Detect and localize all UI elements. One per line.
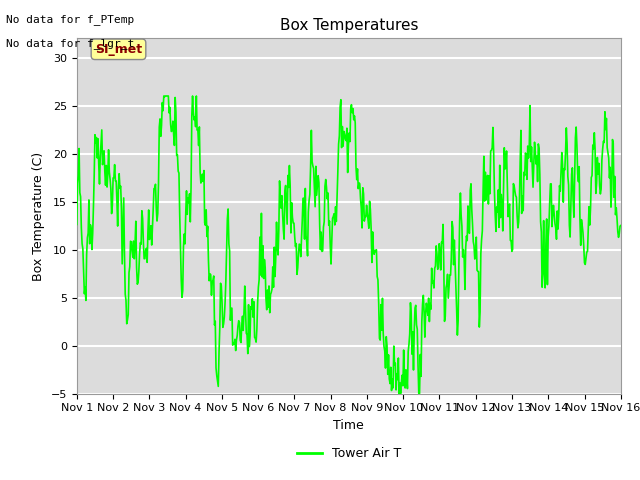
Text: SI_met: SI_met — [95, 43, 142, 56]
Title: Box Temperatures: Box Temperatures — [280, 18, 418, 33]
Legend: Tower Air T: Tower Air T — [292, 443, 406, 466]
X-axis label: Time: Time — [333, 419, 364, 432]
Y-axis label: Box Temperature (C): Box Temperature (C) — [32, 151, 45, 281]
Text: No data for f_lgr_t: No data for f_lgr_t — [6, 38, 134, 49]
Text: No data for f_PTemp: No data for f_PTemp — [6, 14, 134, 25]
